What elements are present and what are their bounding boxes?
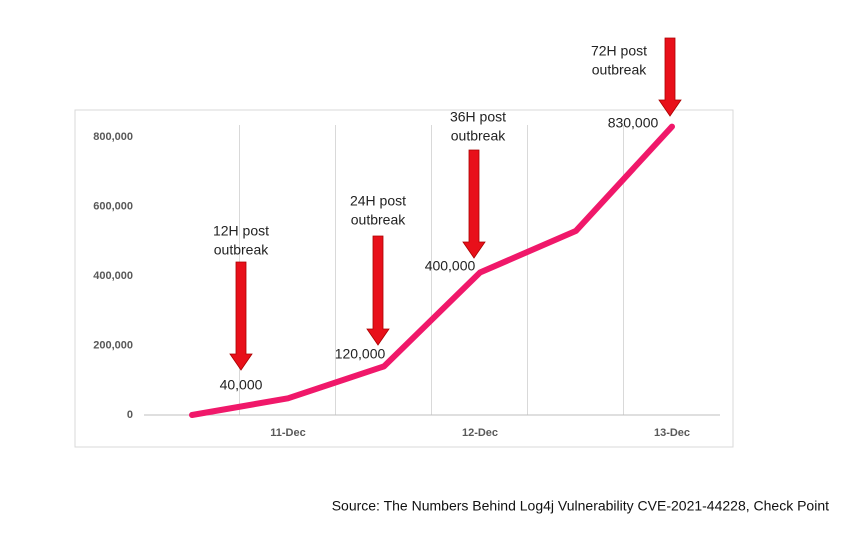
annotation-text: outbreak <box>214 242 269 258</box>
annotation-arrow <box>229 261 253 371</box>
annotation-arrow <box>366 235 390 346</box>
annotation-value: 40,000 <box>220 377 263 393</box>
source-note: Source: The Numbers Behind Log4j Vulnera… <box>332 498 829 514</box>
annotation-value: 830,000 <box>608 115 659 131</box>
y-tick-label: 400,000 <box>93 270 133 282</box>
x-tick-label: 11-Dec <box>270 427 305 439</box>
annotation-arrow <box>658 37 682 117</box>
y-tick-label: 600,000 <box>93 200 133 212</box>
y-tick-label: 800,000 <box>93 131 133 143</box>
y-tick-label: 200,000 <box>93 339 133 351</box>
annotation-text: 72H post <box>591 43 647 59</box>
annotation-text: 12H post <box>213 223 269 239</box>
annotation-text: 36H post <box>450 109 506 125</box>
annotation-arrow <box>462 149 486 259</box>
x-tick-label: 12-Dec <box>462 427 498 439</box>
annotation-text: 24H post <box>350 193 406 209</box>
annotation-value: 400,000 <box>425 258 476 274</box>
annotation-text: outbreak <box>592 62 647 78</box>
annotation-text: outbreak <box>351 212 406 228</box>
plot-frame <box>74 109 734 448</box>
x-tick-label: 13-Dec <box>654 427 690 439</box>
y-tick-label: 0 <box>127 409 133 421</box>
annotation-text: outbreak <box>451 128 506 144</box>
data-line <box>189 123 675 418</box>
annotation-value: 120,000 <box>335 346 386 362</box>
